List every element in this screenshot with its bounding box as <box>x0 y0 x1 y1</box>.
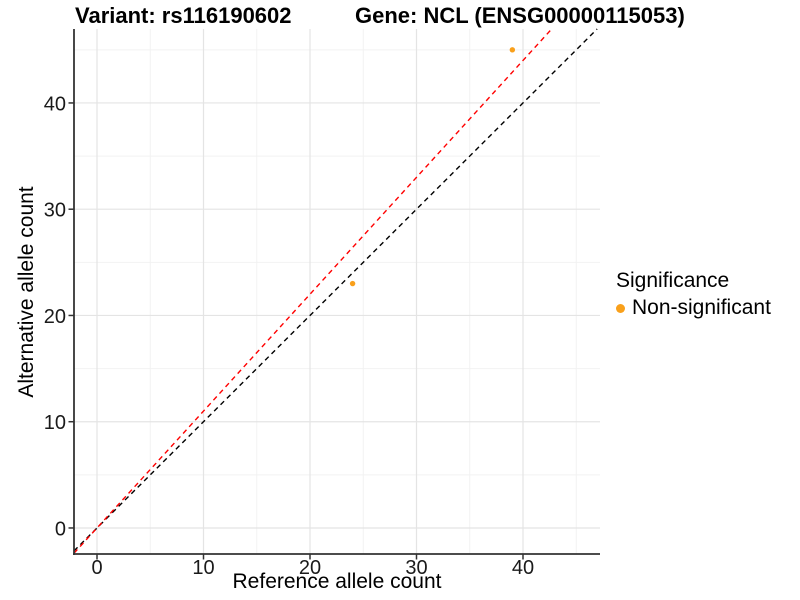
y-tick-label: 20 <box>44 306 66 328</box>
legend-item-label: Non-significant <box>632 296 771 319</box>
x-tick-label: 20 <box>299 557 321 579</box>
x-tick-label: 40 <box>512 557 534 579</box>
x-tick-label: 10 <box>192 557 214 579</box>
y-axis-title: Alternative allele count <box>15 186 38 398</box>
y-tick-label: 30 <box>44 200 66 222</box>
plot-panel <box>74 29 600 554</box>
y-tick-label: 40 <box>44 93 66 115</box>
data-point <box>509 47 516 53</box>
y-tick-label: 10 <box>44 412 66 434</box>
y-tick-label: 0 <box>55 518 66 540</box>
legend-point-icon <box>616 303 625 313</box>
identity-line <box>73 28 598 552</box>
legend: Significance Non-significant <box>616 269 771 320</box>
x-tick-label: 0 <box>91 557 102 579</box>
plot-title-gene: Gene: NCL (ENSG00000115053) <box>355 3 685 28</box>
data-point <box>349 280 356 287</box>
fitted-ratio-line <box>73 28 553 554</box>
x-axis-title: Reference allele count <box>232 570 442 593</box>
legend-item: Non-significant <box>616 296 771 320</box>
x-tick-label: 30 <box>405 557 427 579</box>
plot-title-variant: Variant: rs116190602 <box>75 3 292 28</box>
legend-title: Significance <box>616 269 730 292</box>
